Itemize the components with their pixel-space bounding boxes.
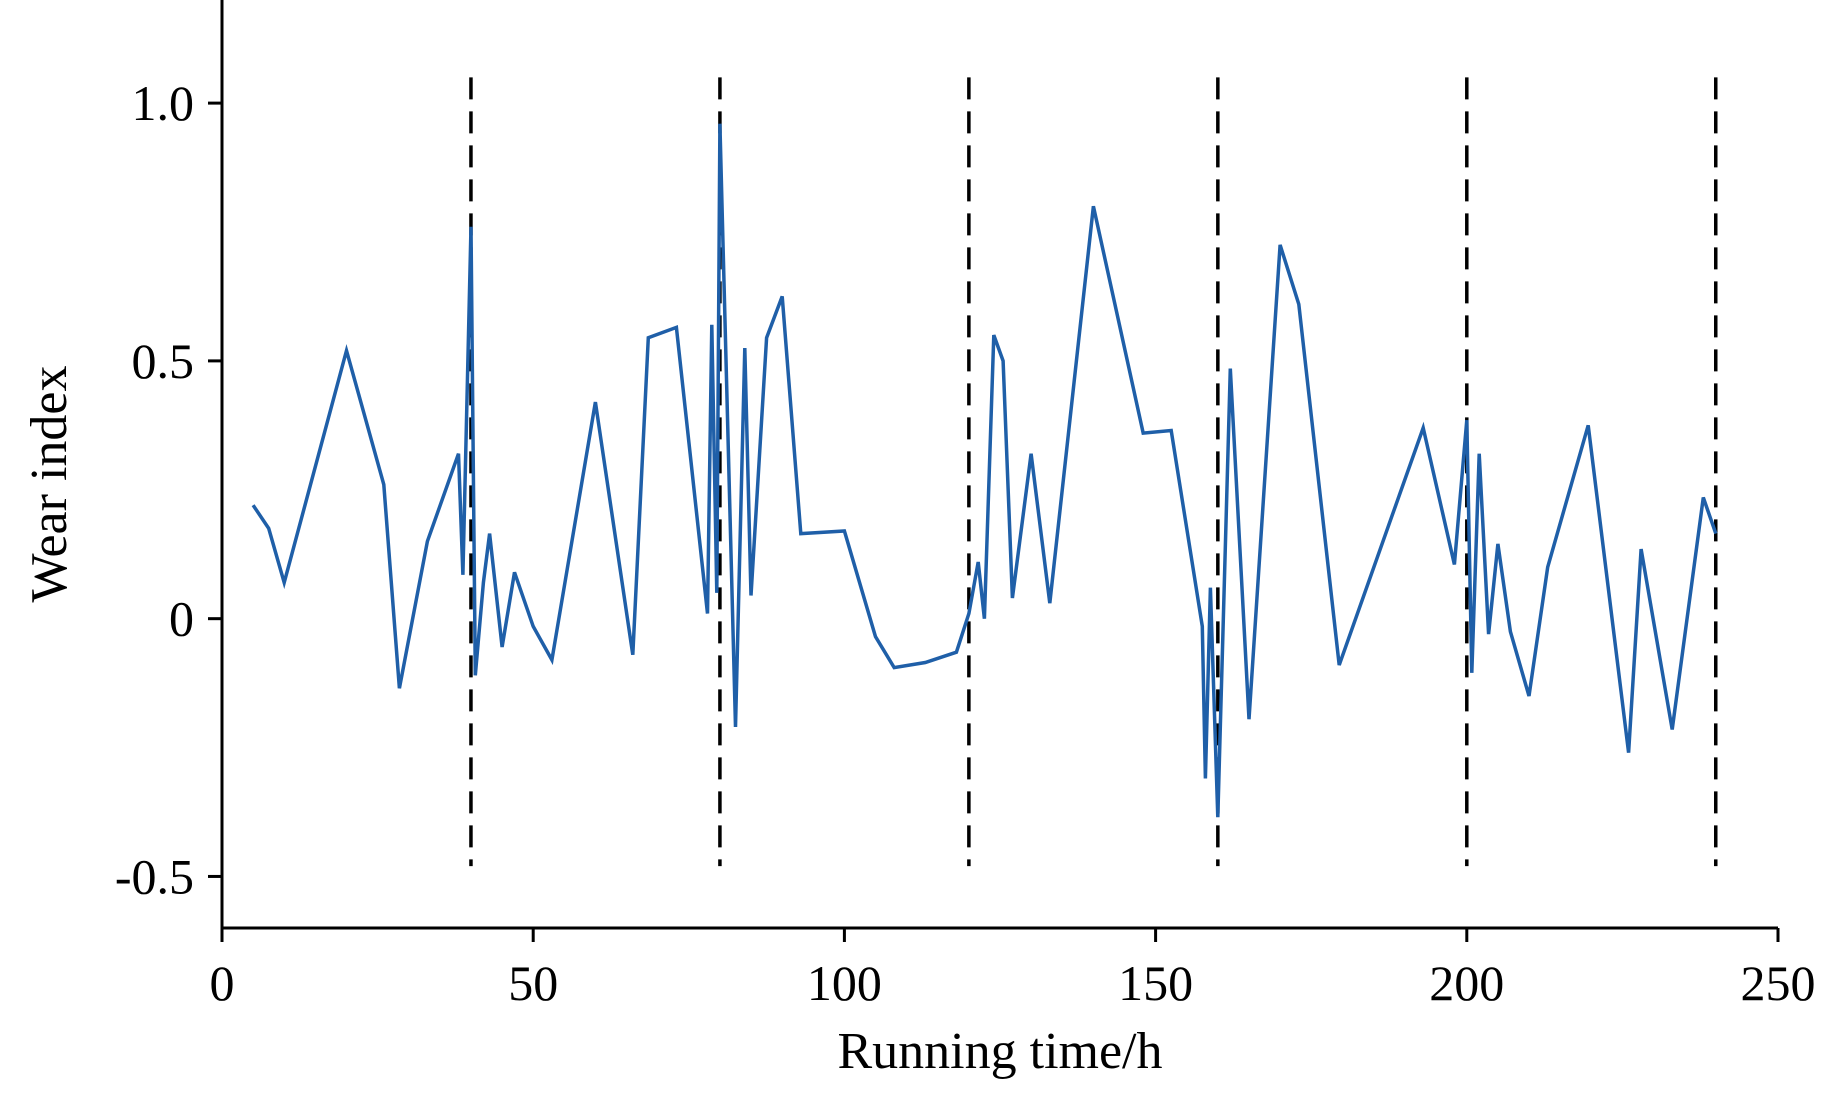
x-tick-label: 50 (508, 955, 558, 1011)
x-tick-label: 250 (1741, 955, 1816, 1011)
x-axis-title: Running time/h (838, 1023, 1163, 1080)
series-layer (251, 123, 1718, 818)
divider-layer (469, 77, 1718, 867)
axes (220, 0, 1778, 930)
y-tick-label: 1.0 (132, 75, 195, 131)
x-tick-label: 200 (1429, 955, 1504, 1011)
x-tick-label: 150 (1118, 955, 1193, 1011)
series-line (251, 123, 1718, 818)
tick-layer: 0 50 100 150 200 250 -0.5 0 0.5 1.0 (115, 75, 1816, 1011)
y-tick-label: -0.5 (115, 848, 194, 904)
x-tick-label: 100 (807, 955, 882, 1011)
y-tick-label: 0.5 (132, 333, 195, 389)
y-tick-label: 0 (169, 591, 194, 647)
x-tick-label: 0 (210, 955, 235, 1011)
y-axis-title: Wear index (21, 366, 78, 603)
